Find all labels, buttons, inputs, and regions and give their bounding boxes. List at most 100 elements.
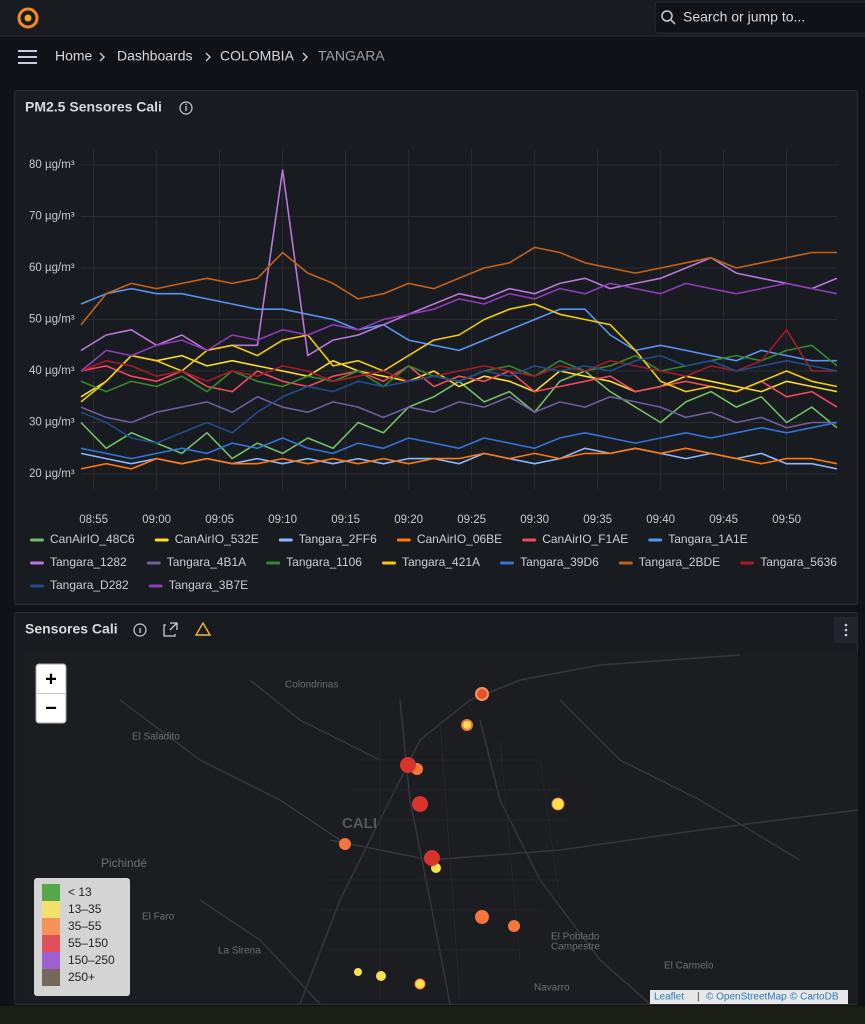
bottom-strip xyxy=(0,1006,865,1024)
legend-swatch xyxy=(30,538,44,542)
legend-swatch xyxy=(42,952,60,969)
search-box[interactable] xyxy=(654,1,865,34)
map-title: Sensores Cali xyxy=(25,621,118,637)
legend-label: Tangara_2FF6 xyxy=(299,532,377,546)
legend-label: 55–150 xyxy=(68,936,108,950)
x-tick-label: 09:05 xyxy=(205,514,234,526)
logo[interactable] xyxy=(17,7,39,29)
x-tick-label: 09:20 xyxy=(394,514,423,526)
x-tick-label: 09:35 xyxy=(583,514,612,526)
breadcrumb[interactable]: Dashboards xyxy=(117,48,193,64)
legend-swatch xyxy=(42,969,60,986)
breadcrumb[interactable]: Home xyxy=(55,48,93,64)
sensor-markers xyxy=(339,687,565,990)
search-icon xyxy=(670,19,676,25)
legend-swatch xyxy=(396,538,411,542)
legend-swatch xyxy=(740,561,755,565)
menu-dots xyxy=(844,623,848,637)
share-icon[interactable] xyxy=(163,622,178,637)
legend-swatch xyxy=(618,561,633,565)
series-line xyxy=(80,329,837,383)
legend-label: 150–250 xyxy=(68,953,115,967)
legend-label: 250+ xyxy=(68,970,95,984)
legend-swatch xyxy=(522,538,537,542)
y-tick-label: 50 µg/m³ xyxy=(29,314,75,326)
legend-swatch xyxy=(42,935,60,952)
map[interactable] xyxy=(24,652,858,1004)
legend-swatch xyxy=(42,918,60,935)
info-icon[interactable] xyxy=(133,623,147,637)
sensor[interactable] xyxy=(412,796,428,812)
y-tick-label: 20 µg/m³ xyxy=(29,468,75,480)
sensor[interactable] xyxy=(551,797,565,811)
chart-panel xyxy=(14,90,858,605)
legend-label: Tangara_5636 xyxy=(760,555,837,569)
y-tick-label: 80 µg/m³ xyxy=(29,159,75,171)
zoom-out[interactable]: − xyxy=(45,697,57,719)
legend-label: Tangara_421A xyxy=(402,555,480,569)
legend-swatch xyxy=(500,561,515,565)
series-line xyxy=(80,396,837,429)
attribution-link[interactable]: © CartoDB xyxy=(790,992,839,1003)
sensor[interactable] xyxy=(400,757,416,773)
legend-swatch xyxy=(30,584,44,588)
legend-label: Tangara_4B1A xyxy=(167,555,246,569)
series-line xyxy=(80,287,837,362)
x-tick-label: 09:50 xyxy=(772,514,801,526)
menu-button[interactable] xyxy=(18,50,37,64)
series-line xyxy=(80,354,838,398)
attribution-link[interactable]: Leaflet xyxy=(654,992,684,1003)
sensor[interactable] xyxy=(424,850,440,866)
legend-swatch xyxy=(278,538,293,542)
legend-label: Tangara_1106 xyxy=(286,555,362,569)
warning-icon[interactable] xyxy=(194,621,212,636)
legend-label: 13–35 xyxy=(68,902,102,916)
legend-swatch xyxy=(148,584,163,588)
search-icon xyxy=(661,10,673,22)
legend-label: Tangara_1282 xyxy=(50,555,127,569)
legend-label: CanAirIO_F1AE xyxy=(542,532,628,546)
x-tick-label: 09:25 xyxy=(457,514,486,526)
sensor[interactable] xyxy=(475,910,489,924)
sensor[interactable] xyxy=(376,971,386,981)
breadcrumb[interactable]: COLOMBIA xyxy=(220,48,295,64)
sensor[interactable] xyxy=(339,838,351,850)
x-tick-label: 09:45 xyxy=(709,514,738,526)
sensor[interactable] xyxy=(475,687,489,701)
sensor[interactable] xyxy=(508,920,520,932)
sensor[interactable] xyxy=(461,719,473,731)
place-label: Colondrinas xyxy=(285,680,338,691)
x-tick-label: 09:15 xyxy=(331,514,360,526)
legend-swatch xyxy=(381,561,396,565)
x-tick-label: 09:10 xyxy=(268,514,297,526)
streets xyxy=(320,719,570,1001)
legend-label: < 13 xyxy=(68,885,92,899)
legend-label: Tangara_3B7E xyxy=(169,578,248,592)
attribution xyxy=(650,990,848,1004)
y-tick-label: 70 µg/m³ xyxy=(29,211,75,223)
legend-swatch xyxy=(146,561,161,565)
chevron xyxy=(302,52,308,62)
info-icon[interactable] xyxy=(179,101,193,115)
series-line xyxy=(80,246,837,326)
series-line xyxy=(80,421,838,460)
chevron xyxy=(205,52,211,62)
search-text[interactable]: Search or jump to... xyxy=(683,9,805,25)
sensor[interactable] xyxy=(414,978,426,990)
y-tick-label: 60 µg/m³ xyxy=(29,262,75,274)
y-tick-label: 30 µg/m³ xyxy=(29,417,75,429)
legend-label: Tangara_1A1E xyxy=(668,532,747,546)
legend-label: CanAirIO_48C6 xyxy=(50,532,135,546)
legend-swatch xyxy=(648,538,663,542)
legend-swatch xyxy=(42,901,60,918)
place-label: Pichindé xyxy=(101,856,147,870)
attribution-link[interactable]: © OpenStreetMap xyxy=(706,992,787,1003)
legend-swatch xyxy=(266,561,281,565)
zoom-in[interactable]: + xyxy=(45,668,57,690)
x-tick-label: 08:55 xyxy=(79,514,108,526)
place-label: Campestre xyxy=(551,942,600,953)
series-line xyxy=(80,354,838,444)
sensor[interactable] xyxy=(354,968,362,976)
